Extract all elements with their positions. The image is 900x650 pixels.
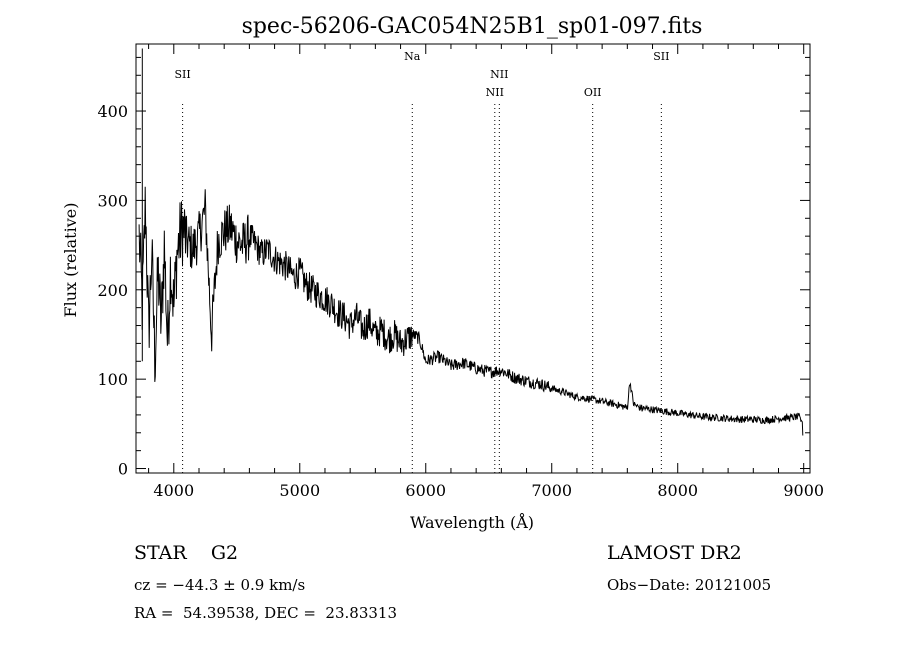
x-tick-label: 9000 xyxy=(783,481,824,500)
x-tick-label: 4000 xyxy=(153,481,194,500)
x-axis-label: Wavelength (Å) xyxy=(410,512,534,532)
y-tick-label: 400 xyxy=(97,102,128,121)
y-tick-label: 300 xyxy=(97,191,128,210)
emission-line-label: OII xyxy=(584,86,602,99)
chart-title: spec-56206-GAC054N25B1_sp01-097.fits xyxy=(242,14,703,39)
y-tick-label: 200 xyxy=(97,281,128,300)
y-axis-label: Flux (relative) xyxy=(61,203,80,318)
redshift-velocity: cz = −44.3 ± 0.9 km/s xyxy=(134,576,306,594)
emission-line-label: NII xyxy=(490,68,508,81)
emission-line-label: SII xyxy=(174,68,190,81)
emission-line-label: NII xyxy=(486,86,504,99)
x-tick-label: 5000 xyxy=(279,481,320,500)
spectral-class: STAR G2 xyxy=(134,542,239,564)
plot-area: 4000 5000 6000 7000 8000 9000 0 100 200 300 400 SII… xyxy=(97,43,824,500)
x-tick-label: 6000 xyxy=(405,481,446,500)
spectrum-line xyxy=(138,186,804,436)
plot-frame xyxy=(135,43,811,474)
y-tick-label: 100 xyxy=(97,370,128,389)
x-tick-label: 8000 xyxy=(657,481,698,500)
emission-line-label: SII xyxy=(653,50,669,63)
emission-line-label: Na xyxy=(404,50,421,63)
y-tick-label: 0 xyxy=(118,460,128,479)
coordinates: RA = 54.39538, DEC = 23.83313 xyxy=(134,604,398,622)
observation-date: Obs−Date: 20121005 xyxy=(607,576,772,594)
x-tick-label: 7000 xyxy=(531,481,572,500)
survey-name: LAMOST DR2 xyxy=(607,542,742,564)
